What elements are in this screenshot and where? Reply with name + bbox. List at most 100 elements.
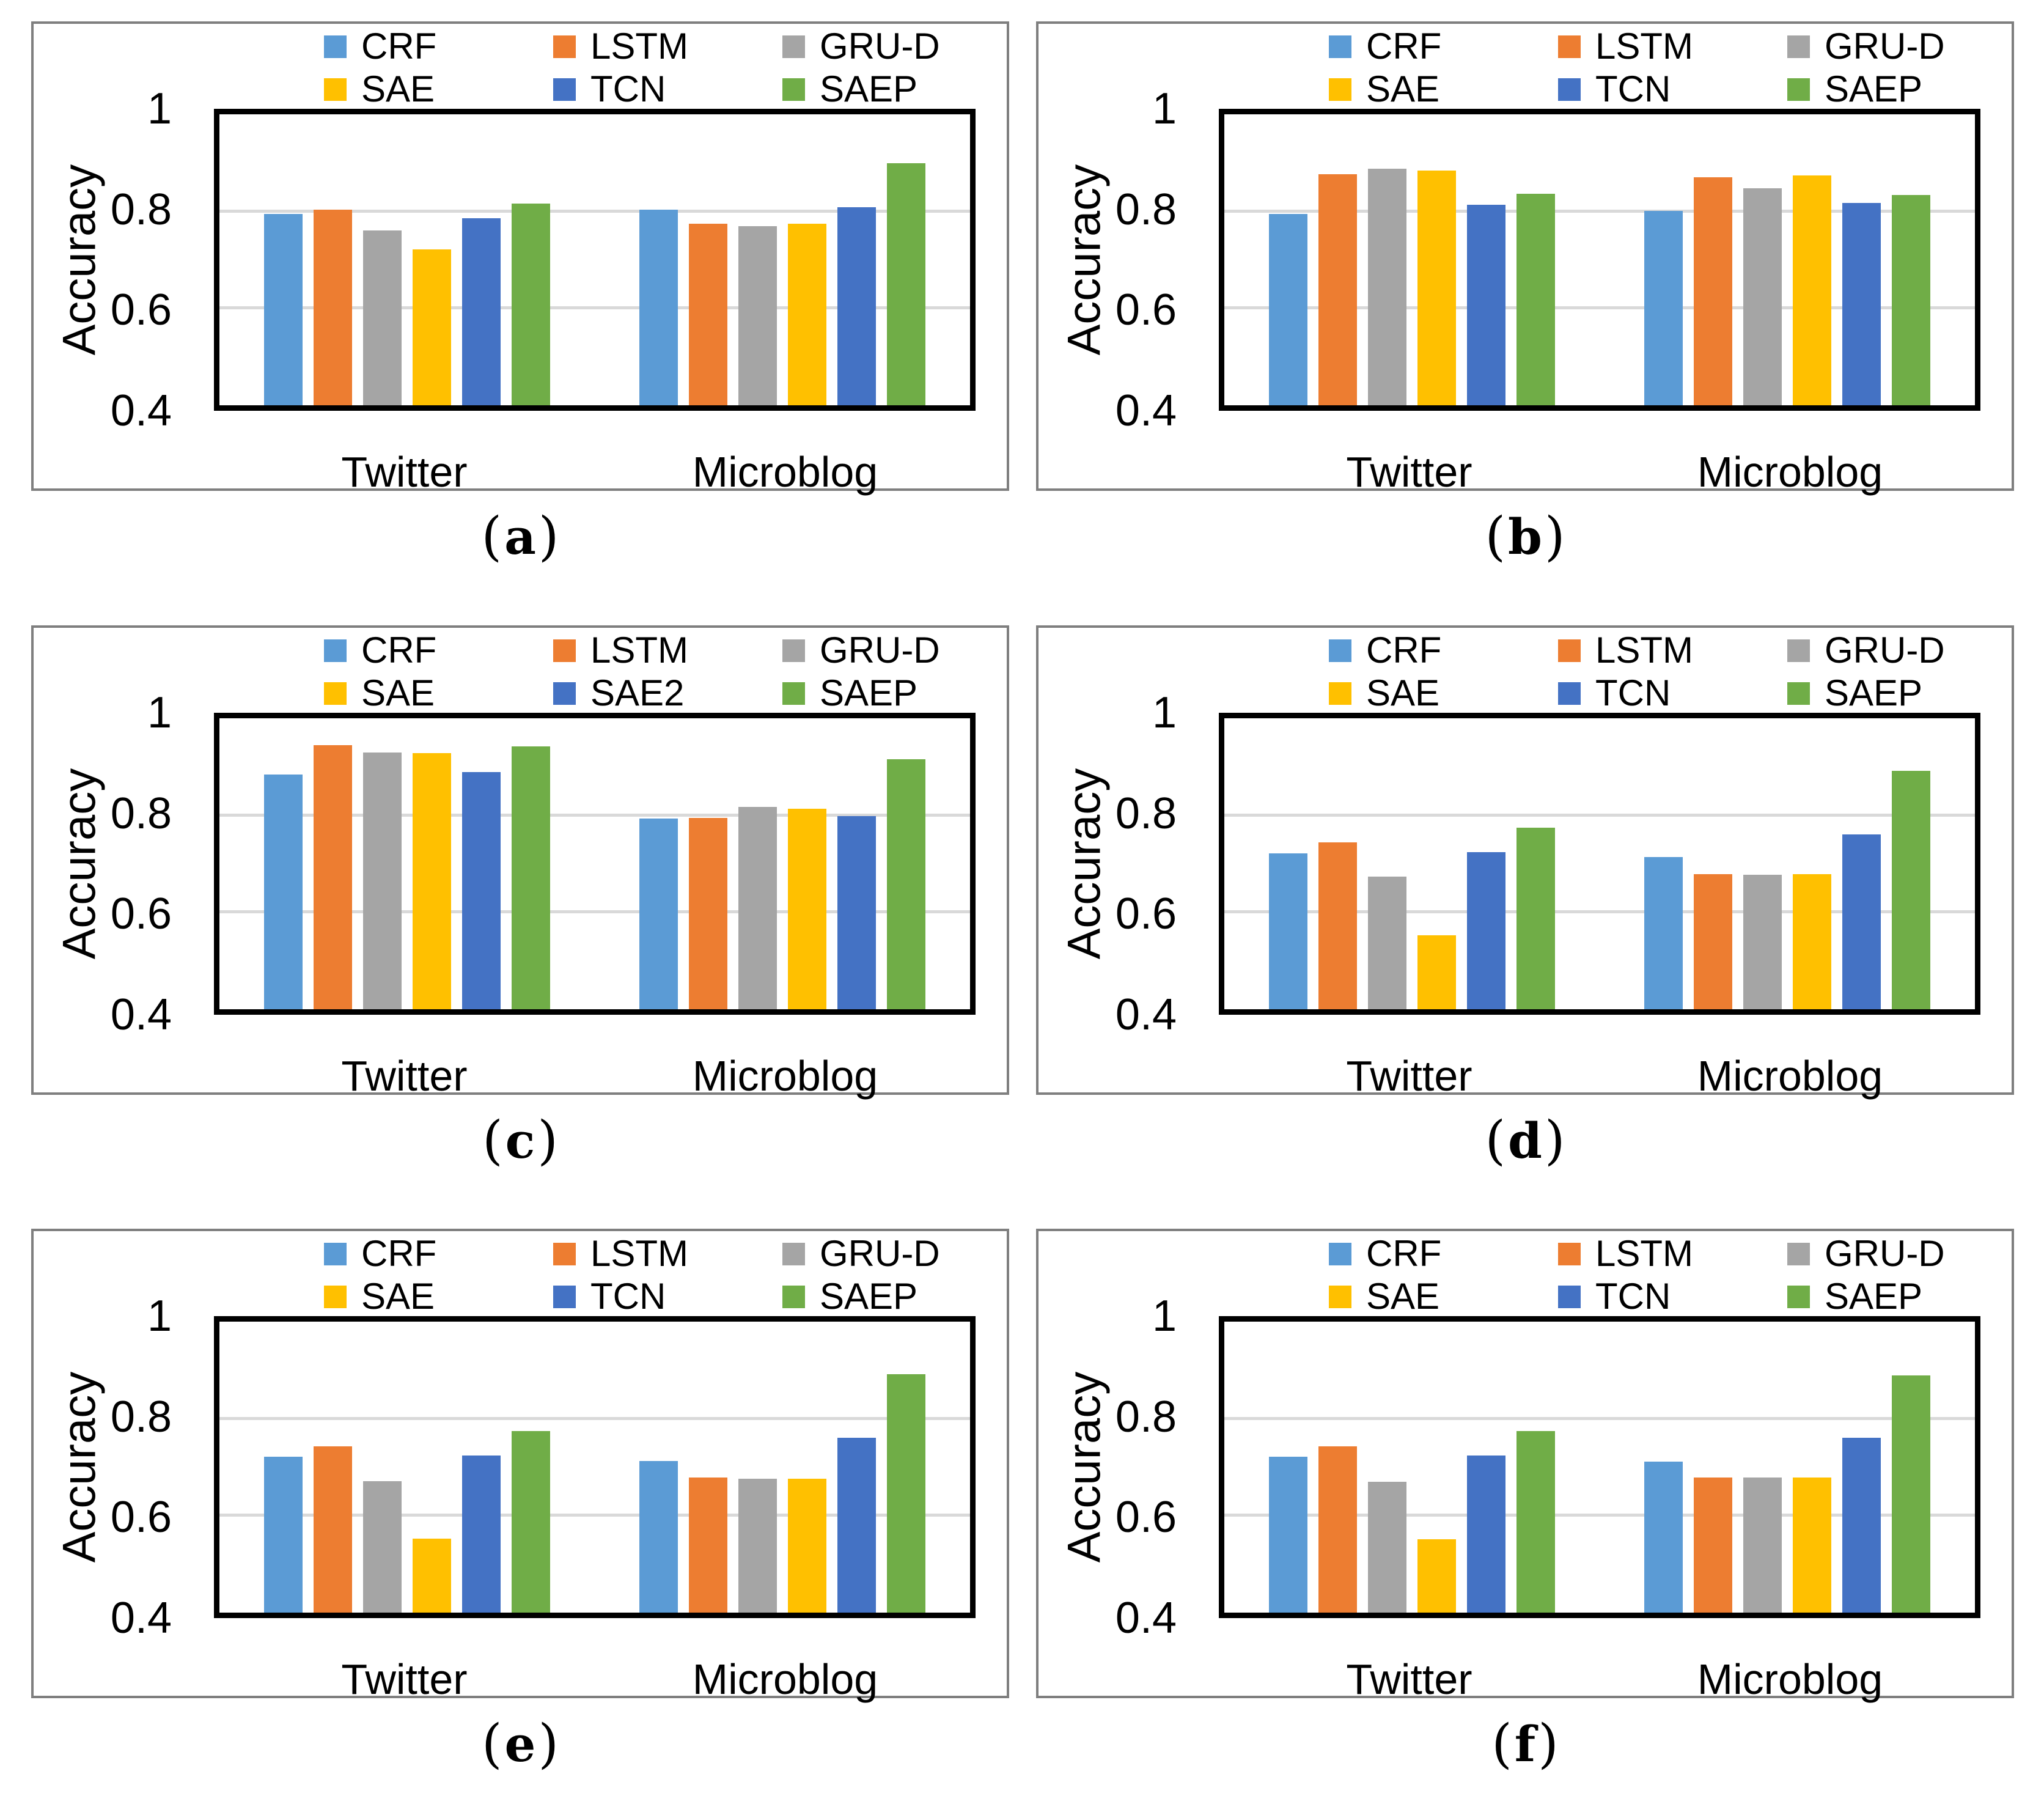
plot-area bbox=[1219, 713, 1980, 1015]
caption-open: ( bbox=[1491, 1713, 1512, 1775]
bar-saep-microblog bbox=[887, 759, 925, 1009]
x-category-label-twitter: Twitter bbox=[341, 448, 468, 496]
x-category-label-microblog: Microblog bbox=[692, 1052, 878, 1100]
plot-area bbox=[214, 713, 976, 1015]
bar-sae2-microblog bbox=[837, 816, 876, 1009]
legend-item: SAEP bbox=[1787, 71, 2016, 108]
legend: CRF LSTM GRU-D SAE TCN SAEP bbox=[1329, 28, 2016, 108]
caption-letter: f bbox=[1514, 1715, 1536, 1773]
legend-label: LSTM bbox=[590, 1233, 689, 1274]
legend-swatch-lstm bbox=[553, 639, 576, 662]
legend-swatch-saep bbox=[782, 78, 805, 101]
bar-groups bbox=[219, 1322, 970, 1613]
bar-lstm-twitter bbox=[314, 210, 352, 405]
y-tick-label: 1 bbox=[147, 688, 172, 737]
legend-label: SAE bbox=[1366, 672, 1440, 713]
y-tick-label: 0.8 bbox=[110, 1392, 172, 1441]
chart-panel-f: CRF LSTM GRU-D SAE TCN SAEP Accuracy 1 0.8 0.6 0.4… bbox=[1036, 1229, 2016, 1703]
bar-sae-microblog bbox=[1793, 874, 1831, 1009]
y-axis-ticks: 1 0.8 0.6 0.4 bbox=[1039, 87, 1177, 433]
legend-label: CRF bbox=[361, 26, 437, 67]
gridline bbox=[1224, 910, 1975, 914]
bar-tcn-twitter bbox=[462, 1455, 501, 1613]
legend-item: SAE bbox=[1329, 71, 1558, 108]
legend-label: SAEP bbox=[820, 672, 918, 713]
legend-item: CRF bbox=[324, 1235, 553, 1272]
gridline bbox=[1224, 209, 1975, 213]
bar-groups bbox=[1224, 114, 1975, 405]
bar-group-microblog bbox=[1600, 1322, 1975, 1613]
legend-item: SAEP bbox=[782, 675, 1012, 712]
legend-item: TCN bbox=[553, 71, 782, 108]
bar-group-microblog bbox=[595, 114, 970, 405]
legend: CRF LSTM GRU-D SAE TCN SAEP bbox=[324, 28, 1012, 108]
y-tick-label: 1 bbox=[1152, 84, 1177, 133]
x-category-labels: Twitter Microblog bbox=[214, 451, 976, 493]
gridline bbox=[219, 306, 970, 310]
legend-label: SAE bbox=[361, 672, 435, 713]
bar-saep-twitter bbox=[1516, 194, 1555, 405]
legend-item: TCN bbox=[1558, 71, 1787, 108]
legend-swatch-tcn bbox=[553, 78, 576, 101]
bar-lstm-twitter bbox=[1318, 174, 1357, 405]
legend-item: SAEP bbox=[1787, 675, 2016, 712]
legend-item: SAE2 bbox=[553, 675, 782, 712]
bar-crf-microblog bbox=[1644, 210, 1683, 405]
chart-panel-a: CRF LSTM GRU-D SAE TCN SAEP Accuracy 1 0.8 0.6 0.4… bbox=[31, 21, 1012, 493]
y-tick-label: 0.6 bbox=[1115, 889, 1177, 939]
gridline bbox=[219, 910, 970, 914]
caption-b: (b) bbox=[1036, 491, 2014, 583]
caption-open: ( bbox=[482, 1110, 503, 1171]
legend-swatch-sae bbox=[1329, 682, 1351, 705]
legend-label: SAE bbox=[361, 1276, 435, 1317]
bar-saep-microblog bbox=[887, 1374, 925, 1613]
legend-swatch-saep bbox=[1787, 78, 1810, 101]
bar-saep-microblog bbox=[1892, 194, 1930, 405]
legend-swatch-lstm bbox=[553, 35, 576, 58]
caption-letter: a bbox=[504, 508, 536, 565]
caption-close: ) bbox=[538, 1713, 559, 1775]
legend-swatch-crf bbox=[324, 35, 347, 58]
caption-e: (e) bbox=[31, 1698, 1009, 1790]
caption-letter: d bbox=[1508, 1112, 1542, 1169]
legend-item: LSTM bbox=[1558, 28, 1787, 65]
legend-swatch-gru-d bbox=[1787, 1242, 1810, 1265]
bar-group-twitter bbox=[219, 114, 595, 405]
bar-tcn-microblog bbox=[837, 1437, 876, 1613]
legend-item: SAE bbox=[324, 675, 553, 712]
caption-open: ( bbox=[1485, 506, 1506, 567]
legend-label: GRU-D bbox=[820, 26, 940, 67]
y-tick-label: 0.6 bbox=[110, 285, 172, 335]
legend-label: TCN bbox=[590, 68, 666, 109]
legend: CRF LSTM GRU-D SAE TCN SAEP bbox=[324, 1235, 1012, 1315]
x-category-label-twitter: Twitter bbox=[1346, 1655, 1472, 1703]
bar-lstm-microblog bbox=[689, 223, 727, 405]
legend-swatch-saep bbox=[782, 682, 805, 705]
bar-group-microblog bbox=[595, 1322, 970, 1613]
caption-close: ) bbox=[537, 1110, 558, 1171]
y-tick-label: 1 bbox=[1152, 688, 1177, 737]
legend-label: CRF bbox=[361, 1233, 437, 1274]
bar-saep-microblog bbox=[1892, 771, 1930, 1009]
y-tick-label: 0.4 bbox=[1115, 386, 1177, 435]
legend-label: GRU-D bbox=[1825, 26, 1945, 67]
bar-sae-twitter bbox=[413, 249, 451, 405]
legend-swatch-gru-d bbox=[1787, 639, 1810, 662]
caption-close: ) bbox=[538, 506, 559, 567]
plot-area bbox=[214, 1316, 976, 1618]
bar-lstm-microblog bbox=[689, 817, 727, 1009]
legend-swatch-sae bbox=[324, 1285, 347, 1308]
bar-crf-microblog bbox=[1644, 1462, 1683, 1613]
bar-sae-twitter bbox=[413, 753, 451, 1009]
legend-item: GRU-D bbox=[1787, 1235, 2016, 1272]
bar-lstm-twitter bbox=[314, 745, 352, 1009]
legend-label: GRU-D bbox=[1825, 630, 1945, 671]
legend-item: LSTM bbox=[553, 28, 782, 65]
chart-panel-d: CRF LSTM GRU-D SAE TCN SAEP Accuracy 1 0.8 0.6 0.4… bbox=[1036, 625, 2016, 1097]
bar-gru-d-microblog bbox=[1743, 875, 1782, 1009]
x-category-labels: Twitter Microblog bbox=[1219, 451, 1980, 493]
legend-swatch-crf bbox=[324, 639, 347, 662]
caption-d: (d) bbox=[1036, 1095, 2014, 1187]
bar-group-twitter bbox=[219, 718, 595, 1009]
